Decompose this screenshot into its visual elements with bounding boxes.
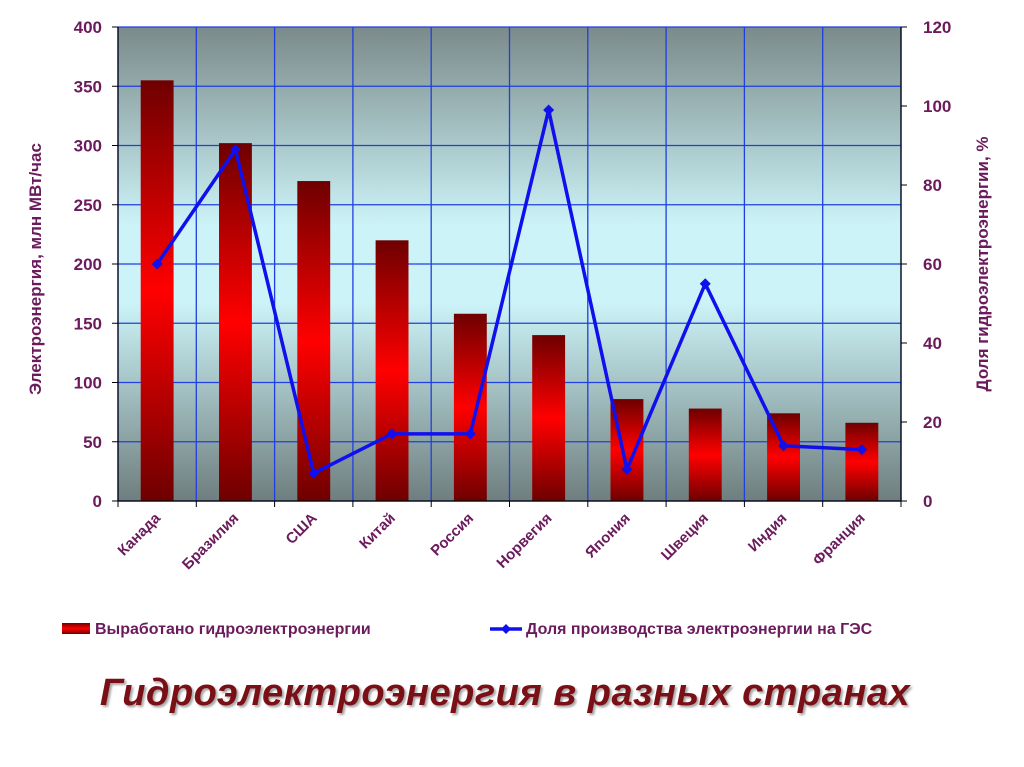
y2-axis-title: Доля гидроэлектроэнергии, % [973,137,992,392]
legend: Выработано гидроэлектроэнергии Доля произ… [62,621,873,638]
legend-bar-swatch [62,623,90,634]
axes [112,26,907,507]
line-point-7 [621,463,633,475]
y2-tick-label: 80 [923,176,942,195]
y2-tick-label: 60 [923,255,942,274]
line-point-4 [386,428,398,440]
line-point-10 [856,444,868,456]
line-series [151,104,868,479]
bar-6 [532,335,566,501]
y2-tick-label: 40 [923,334,942,353]
x-tick-label: Бразилия [179,510,242,573]
line-point-1 [151,258,163,270]
x-tick-label: Норвегия [493,510,555,572]
line-point-6 [543,104,555,116]
bar-1 [140,80,174,501]
y2-tick-label: 100 [923,97,951,116]
bar-series [140,80,879,502]
line-point-8 [699,278,711,290]
x-tick-label: Россия [427,510,477,560]
y-tick-label: 100 [74,374,102,393]
x-tick-label: Китай [356,510,399,553]
y-axis-title: Электроэнергия, млн МВт/час [26,143,45,395]
bar-8 [688,408,722,501]
legend-bar-label: Выработано гидроэлектроэнергии [95,621,371,638]
y-tick-label: 50 [83,433,102,452]
legend-line-marker [501,624,511,634]
y-tick-label: 0 [93,492,102,511]
chart-title: Гидроэлектроэнергия в разных странах [99,672,911,714]
y-tick-label: 300 [74,137,102,156]
y-tick-label: 400 [74,18,102,37]
x-tick-label: США [283,510,321,548]
y-tick-label: 200 [74,255,102,274]
line-point-9 [778,440,790,452]
x-tick-label: Франция [810,510,869,569]
y-tick-label: 250 [74,196,102,215]
line-point-5 [464,428,476,440]
y-tick-label: 150 [74,314,102,333]
bar-5 [453,313,487,501]
x-tick-label: Канада [115,509,165,559]
bar-9 [767,413,800,501]
bar-4 [375,240,409,502]
line-point-2 [229,143,241,155]
x-tick-label: Япония [582,510,634,562]
x-tick-label: Индия [745,510,790,555]
bar-2 [219,143,252,501]
y2-tick-label: 20 [923,413,942,432]
bar-10 [845,422,879,501]
y-tick-label: 350 [74,77,102,96]
x-tick-label: Швеция [658,510,712,564]
bar-3 [297,181,331,502]
line-path [155,108,862,476]
line-point-3 [308,467,320,479]
y2-tick-label: 120 [923,18,951,37]
y2-tick-label: 0 [923,492,932,511]
legend-line-label: Доля производства электроэнергии на ГЭС [526,621,873,638]
